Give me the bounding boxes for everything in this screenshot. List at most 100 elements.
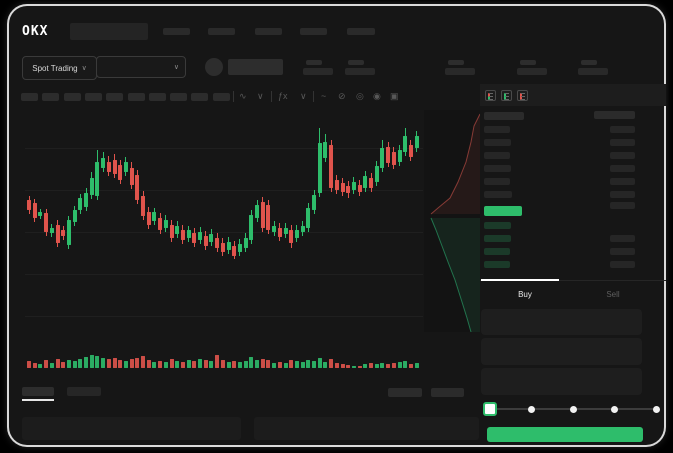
tab-buy[interactable]: Buy: [518, 290, 532, 299]
timeframe-button-9[interactable]: [212, 93, 230, 101]
candle-style-chevron-icon[interactable]: ∨: [257, 91, 264, 101]
total-input[interactable]: [481, 368, 642, 395]
timeframe-button-4[interactable]: [106, 93, 124, 101]
ask-price-row[interactable]: [484, 126, 510, 133]
bid-price-row[interactable]: [484, 222, 511, 229]
candlestick: [255, 205, 259, 218]
candlestick: [340, 183, 345, 192]
candlestick-chart[interactable]: [25, 112, 423, 340]
volume-bar: [55, 359, 60, 368]
line-tool-icon[interactable]: ~: [321, 91, 327, 101]
last-price-bar[interactable]: [484, 206, 522, 216]
book-view-combined-icon[interactable]: [485, 90, 496, 101]
candle-style-icon[interactable]: ∿: [239, 91, 247, 101]
candlestick: [386, 147, 391, 163]
fullscreen-icon[interactable]: ▣: [390, 91, 399, 101]
candlestick: [306, 208, 311, 228]
nav-item-3[interactable]: [300, 28, 327, 35]
timeframe-button-5[interactable]: [127, 93, 145, 101]
candlestick: [129, 168, 134, 185]
bottom-tab-1[interactable]: [67, 387, 101, 396]
market-type-selector[interactable]: Spot Trading ∨: [22, 56, 97, 80]
slider-step-dot[interactable]: [652, 405, 660, 413]
price-input[interactable]: [481, 309, 642, 335]
timer-icon[interactable]: ◉: [373, 91, 381, 101]
indicators-chevron-icon[interactable]: ∨: [300, 91, 307, 101]
nav-item-2[interactable]: [255, 28, 282, 35]
slider-handle[interactable]: [483, 402, 497, 416]
timeframe-button-7[interactable]: [170, 93, 188, 101]
candlestick: [215, 238, 220, 248]
candlestick: [101, 158, 106, 168]
slider-step-dot[interactable]: [528, 405, 535, 413]
volume-bar: [101, 358, 106, 368]
compare-icon[interactable]: ⊘: [338, 91, 346, 101]
candlestick: [95, 162, 100, 196]
volume-bar: [312, 361, 316, 368]
coin-avatar[interactable]: [205, 58, 223, 76]
ask-price-row[interactable]: [484, 178, 510, 185]
bottom-tab-0[interactable]: [22, 387, 54, 396]
ask-amount-cell[interactable]: [610, 139, 635, 146]
fx-indicators-icon[interactable]: ƒx: [278, 91, 288, 101]
timeframe-button-1[interactable]: [42, 93, 60, 101]
volume-bar: [66, 360, 71, 368]
book-view-asks-icon[interactable]: [517, 90, 528, 101]
ask-amount-cell[interactable]: [610, 126, 635, 133]
volume-bar: [346, 365, 351, 368]
bid-amount-cell[interactable]: [610, 235, 635, 242]
timeframe-button-3[interactable]: [84, 93, 102, 101]
candlestick: [403, 136, 408, 152]
bid-price-row[interactable]: [484, 235, 511, 242]
bid-amount-cell[interactable]: [610, 248, 635, 255]
volume-bar: [175, 361, 180, 368]
candlestick: [397, 150, 402, 162]
snapshot-icon[interactable]: ◎: [356, 91, 364, 101]
okx-logo[interactable]: OKX: [22, 24, 49, 39]
nav-item-1[interactable]: [208, 28, 235, 35]
ask-price-row[interactable]: [484, 165, 511, 172]
ask-amount-cell[interactable]: [610, 202, 635, 209]
bid-amount-cell[interactable]: [610, 261, 635, 268]
volume-bar: [272, 363, 277, 368]
stat-value-3: [517, 68, 547, 75]
pair-selector-dropdown[interactable]: ∨: [96, 56, 186, 78]
candlestick: [123, 162, 128, 172]
book-view-bids-icon[interactable]: [501, 90, 512, 101]
timeframe-button-0[interactable]: [21, 93, 38, 101]
volume-bar: [61, 362, 66, 368]
ask-price-row[interactable]: [484, 191, 512, 198]
buy-submit-button[interactable]: [487, 427, 643, 442]
ask-amount-cell[interactable]: [610, 152, 635, 159]
stat-label-0: [306, 60, 322, 65]
slider-step-dot[interactable]: [611, 405, 618, 413]
ask-amount-cell[interactable]: [610, 178, 635, 185]
tabbar-divider: [480, 280, 666, 281]
volume-bar: [323, 362, 328, 368]
bid-price-row[interactable]: [484, 261, 510, 268]
ask-price-row[interactable]: [484, 152, 510, 159]
bottom-action-button-1[interactable]: [431, 388, 464, 397]
ask-amount-cell[interactable]: [610, 191, 635, 198]
chart-gridline: [25, 274, 423, 275]
volume-bar: [38, 364, 43, 368]
volume-bar: [84, 357, 88, 368]
slider-step-dot[interactable]: [569, 405, 577, 413]
candlestick: [169, 225, 174, 238]
nav-item-4[interactable]: [347, 28, 375, 35]
stat-value-0: [303, 68, 333, 75]
volume-bar: [386, 364, 391, 368]
volume-bar: [106, 359, 111, 368]
amount-input[interactable]: [481, 338, 642, 365]
ask-amount-cell[interactable]: [610, 165, 635, 172]
timeframe-button-2[interactable]: [63, 93, 81, 101]
tab-sell[interactable]: Sell: [606, 290, 620, 299]
candlestick: [152, 212, 157, 221]
timeframe-button-6[interactable]: [148, 93, 166, 101]
timeframe-button-8[interactable]: [191, 93, 209, 101]
bid-price-row[interactable]: [484, 248, 510, 255]
nav-item-0[interactable]: [163, 28, 190, 35]
bottom-action-button-0[interactable]: [388, 388, 422, 397]
ask-price-row[interactable]: [484, 139, 511, 146]
candlestick: [346, 186, 351, 193]
